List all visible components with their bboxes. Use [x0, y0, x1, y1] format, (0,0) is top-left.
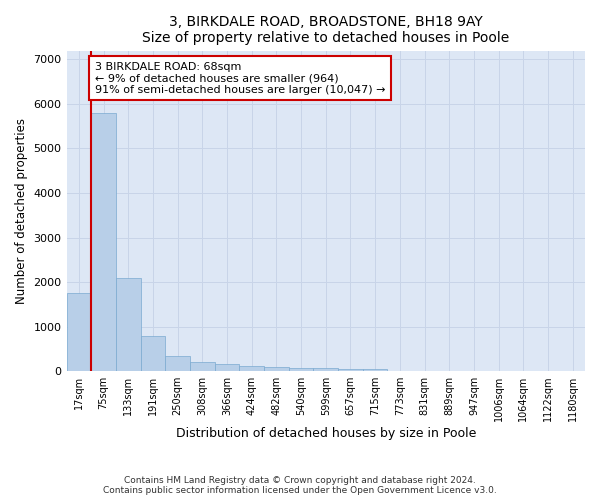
Title: 3, BIRKDALE ROAD, BROADSTONE, BH18 9AY
Size of property relative to detached hou: 3, BIRKDALE ROAD, BROADSTONE, BH18 9AY S… — [142, 15, 509, 45]
Bar — [215, 364, 239, 371]
Bar — [67, 293, 91, 371]
Bar — [264, 366, 289, 371]
Bar — [190, 362, 215, 371]
Y-axis label: Number of detached properties: Number of detached properties — [15, 118, 28, 304]
Bar — [239, 366, 264, 371]
Bar — [140, 336, 165, 371]
Bar — [338, 368, 363, 371]
Bar — [363, 370, 388, 371]
Text: 3 BIRKDALE ROAD: 68sqm
← 9% of detached houses are smaller (964)
91% of semi-det: 3 BIRKDALE ROAD: 68sqm ← 9% of detached … — [95, 62, 385, 95]
Text: Contains HM Land Registry data © Crown copyright and database right 2024.
Contai: Contains HM Land Registry data © Crown c… — [103, 476, 497, 495]
Bar — [289, 368, 313, 371]
Bar — [165, 356, 190, 371]
X-axis label: Distribution of detached houses by size in Poole: Distribution of detached houses by size … — [176, 427, 476, 440]
Bar — [91, 113, 116, 371]
Bar — [116, 278, 140, 371]
Bar — [313, 368, 338, 371]
